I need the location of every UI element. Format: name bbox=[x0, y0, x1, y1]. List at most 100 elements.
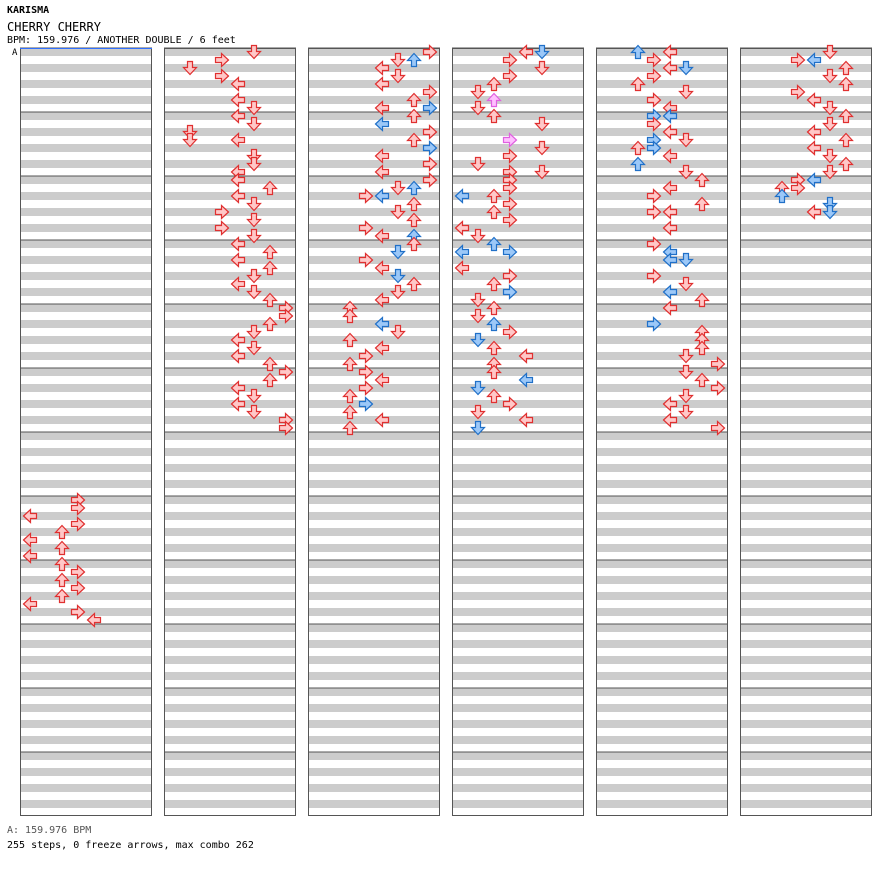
beat-stripe bbox=[308, 112, 440, 120]
step-arrow-icon bbox=[214, 220, 230, 236]
step-arrow-icon bbox=[54, 540, 70, 556]
beat-stripe bbox=[308, 656, 440, 664]
step-arrow-icon bbox=[406, 108, 422, 124]
bpm-marker-label: A bbox=[12, 48, 18, 58]
beat-stripe bbox=[740, 528, 872, 536]
beat-stripe bbox=[308, 448, 440, 456]
step-arrow-icon bbox=[246, 268, 262, 284]
beat-stripe bbox=[308, 368, 440, 376]
step-arrow-icon bbox=[486, 316, 502, 332]
beat-stripe bbox=[164, 736, 296, 744]
beat-stripe bbox=[452, 544, 584, 552]
beat-stripe bbox=[20, 672, 152, 680]
beat-stripe bbox=[308, 560, 440, 568]
beat-stripe bbox=[452, 704, 584, 712]
beat-stripe bbox=[740, 256, 872, 264]
beat-stripe bbox=[20, 224, 152, 232]
beat-stripe bbox=[740, 64, 872, 72]
chart-column bbox=[308, 47, 440, 816]
beat-stripe bbox=[596, 80, 728, 88]
beat-stripe bbox=[20, 608, 152, 616]
beat-stripe bbox=[740, 672, 872, 680]
beat-stripe bbox=[164, 640, 296, 648]
step-arrow-icon bbox=[374, 228, 390, 244]
step-arrow-icon bbox=[406, 236, 422, 252]
step-arrow-icon bbox=[838, 132, 854, 148]
step-arrow-icon bbox=[486, 236, 502, 252]
beat-stripe bbox=[452, 752, 584, 760]
beat-stripe bbox=[20, 192, 152, 200]
beat-stripe bbox=[740, 112, 872, 120]
step-arrow-icon bbox=[806, 92, 822, 108]
step-arrow-icon bbox=[646, 140, 662, 156]
beat-stripe bbox=[452, 784, 584, 792]
beat-stripe bbox=[452, 416, 584, 424]
step-arrow-icon bbox=[230, 396, 246, 412]
step-arrow-icon bbox=[470, 100, 486, 116]
beat-stripe bbox=[20, 432, 152, 440]
beat-stripe bbox=[596, 576, 728, 584]
step-arrow-icon bbox=[374, 148, 390, 164]
beat-stripe bbox=[164, 288, 296, 296]
beat-stripe bbox=[596, 784, 728, 792]
beat-stripe bbox=[596, 192, 728, 200]
step-arrow-icon bbox=[22, 508, 38, 524]
beat-stripe bbox=[308, 176, 440, 184]
column-border bbox=[740, 48, 872, 816]
step-arrow-icon bbox=[502, 196, 518, 212]
beat-stripe bbox=[20, 784, 152, 792]
step-arrow-icon bbox=[358, 380, 374, 396]
step-arrow-icon bbox=[358, 252, 374, 268]
beat-stripe bbox=[164, 704, 296, 712]
beat-stripe bbox=[308, 752, 440, 760]
beat-stripe bbox=[20, 448, 152, 456]
beat-stripe bbox=[164, 368, 296, 376]
beat-stripe bbox=[20, 528, 152, 536]
step-arrow-icon bbox=[54, 588, 70, 604]
step-arrow-icon bbox=[838, 156, 854, 172]
beat-stripe bbox=[740, 768, 872, 776]
beat-stripe bbox=[740, 304, 872, 312]
beat-stripe bbox=[164, 336, 296, 344]
beat-stripe bbox=[20, 704, 152, 712]
step-arrow-icon bbox=[390, 324, 406, 340]
step-arrow-icon bbox=[694, 292, 710, 308]
step-arrow-icon bbox=[486, 340, 502, 356]
step-arrow-icon bbox=[246, 228, 262, 244]
beat-stripe bbox=[164, 528, 296, 536]
beat-stripe bbox=[452, 736, 584, 744]
beat-stripe bbox=[596, 352, 728, 360]
step-arrow-icon bbox=[822, 44, 838, 60]
beat-stripe bbox=[20, 464, 152, 472]
step-arrow-icon bbox=[246, 116, 262, 132]
step-arrow-icon bbox=[278, 420, 294, 436]
column-border bbox=[164, 48, 296, 816]
beat-stripe bbox=[596, 400, 728, 408]
step-arrow-icon bbox=[662, 284, 678, 300]
beat-stripe bbox=[740, 544, 872, 552]
step-arrow-icon bbox=[54, 524, 70, 540]
step-arrow-icon bbox=[806, 140, 822, 156]
step-arrow-icon bbox=[278, 308, 294, 324]
step-arrow-icon bbox=[646, 92, 662, 108]
step-arrow-icon bbox=[694, 340, 710, 356]
beat-stripe bbox=[20, 640, 152, 648]
beat-stripe bbox=[20, 256, 152, 264]
beat-stripe bbox=[452, 96, 584, 104]
beat-stripe bbox=[452, 80, 584, 88]
beat-stripe bbox=[596, 448, 728, 456]
beat-stripe bbox=[308, 592, 440, 600]
beat-stripe bbox=[452, 496, 584, 504]
beat-stripe bbox=[452, 160, 584, 168]
step-arrow-icon bbox=[358, 348, 374, 364]
step-arrow-icon bbox=[358, 188, 374, 204]
beat-stripe bbox=[452, 304, 584, 312]
beat-stripe bbox=[164, 496, 296, 504]
beat-stripe bbox=[452, 352, 584, 360]
beat-stripe bbox=[740, 208, 872, 216]
step-arrow-icon bbox=[406, 212, 422, 228]
beat-stripe bbox=[308, 320, 440, 328]
beat-stripe bbox=[308, 128, 440, 136]
beat-stripe bbox=[740, 320, 872, 328]
beat-stripe bbox=[740, 704, 872, 712]
